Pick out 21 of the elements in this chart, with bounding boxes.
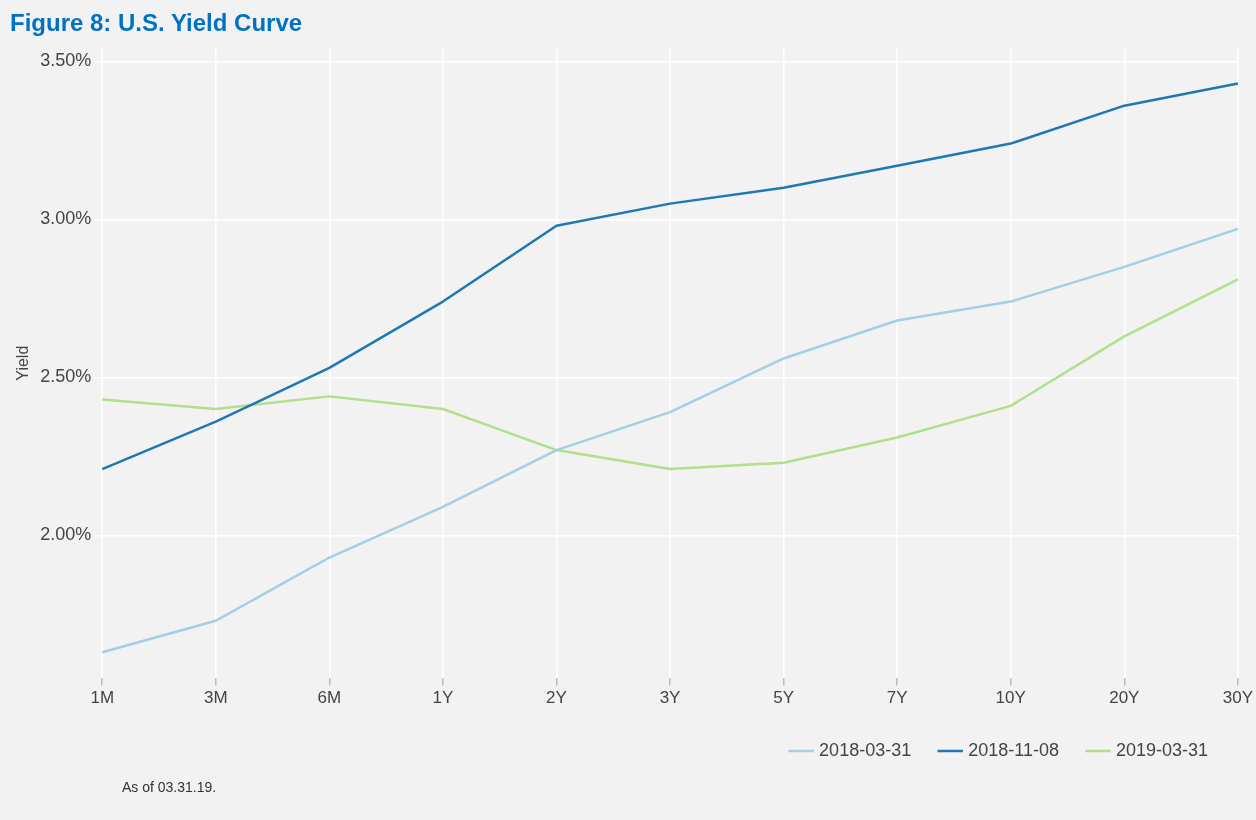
x-tick-label: 20Y [1109,688,1140,708]
chart-title: Figure 8: U.S. Yield Curve [10,9,303,37]
y-axis-title: Yield [14,345,32,381]
legend-label: 2018-03-31 [819,739,912,760]
x-tick-label: 3Y [659,688,681,708]
legend-label: 2019-03-31 [1115,739,1208,760]
x-tick-label: 5Y [773,688,795,708]
x-tick-label: 3M [203,688,228,708]
x-tick-label: 2Y [546,688,567,708]
y-tick-label: 2.50% [40,366,92,387]
x-tick-label: 6M [317,688,342,708]
x-tick-label: 1Y [432,688,454,708]
x-tick-label: 30Y [1222,688,1253,708]
y-tick-label: 3.50% [40,50,92,71]
y-tick-label: 2.00% [40,524,92,545]
x-tick-label: 10Y [995,688,1026,708]
text: As of 03.31.19. [122,779,217,795]
x-tick-label: 1M [90,688,115,708]
y-tick-label: 3.00% [40,208,92,229]
x-tick-label: 7Y [886,688,908,708]
legend-label: 2018-11-08 [968,739,1059,760]
